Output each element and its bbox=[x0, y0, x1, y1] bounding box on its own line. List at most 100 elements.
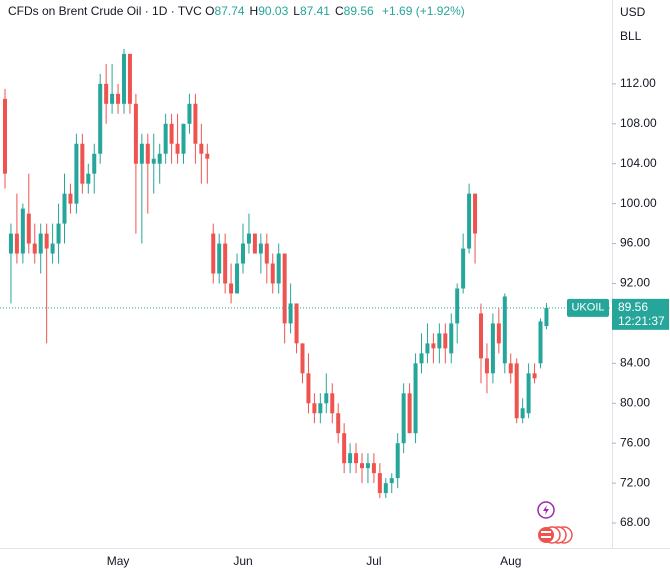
y-tick-label: 100.00 bbox=[620, 196, 657, 210]
candle-body bbox=[92, 153, 97, 174]
candle-body bbox=[276, 253, 281, 284]
x-tick-label: May bbox=[107, 554, 130, 568]
symbol-title: CFDs on Brent Crude Oil · 1D · TVC bbox=[8, 4, 202, 18]
candle-body bbox=[151, 158, 156, 164]
candle-body bbox=[490, 323, 495, 374]
x-tick-label: Aug bbox=[500, 554, 521, 568]
candle-body bbox=[348, 453, 353, 464]
candle-body bbox=[163, 123, 168, 154]
candle-body bbox=[300, 343, 305, 374]
flag-icon[interactable] bbox=[538, 527, 554, 543]
candle-body bbox=[342, 433, 347, 464]
y-tick-label: 84.00 bbox=[620, 356, 650, 370]
candle-body bbox=[175, 143, 180, 154]
candle-body bbox=[104, 83, 109, 104]
candle-body bbox=[389, 478, 394, 484]
candle-body bbox=[461, 248, 466, 289]
candle-body bbox=[336, 413, 341, 434]
candle-body bbox=[360, 463, 364, 469]
candle-body bbox=[205, 153, 210, 159]
candle-body bbox=[270, 263, 275, 284]
candle-body bbox=[264, 243, 269, 264]
y-tick-label: 104.00 bbox=[620, 156, 657, 170]
y-tick-label: 96.00 bbox=[620, 236, 650, 250]
symbol-box bbox=[567, 298, 609, 317]
candle-body bbox=[377, 473, 382, 494]
candle-body bbox=[98, 83, 103, 154]
candle-body bbox=[38, 233, 43, 254]
candle-body bbox=[74, 143, 79, 204]
candle-body bbox=[217, 243, 222, 274]
candle-body bbox=[139, 143, 144, 164]
unit: BLL bbox=[620, 29, 642, 43]
candle-body bbox=[187, 103, 192, 124]
candle-body bbox=[8, 233, 13, 254]
ohlc-values: O87.74 H90.03 L87.41 C89.56 bbox=[205, 4, 379, 18]
candle-body bbox=[127, 53, 132, 104]
candle-body bbox=[44, 233, 49, 249]
ohlc-value: 87.41 bbox=[299, 4, 330, 18]
candle-body bbox=[496, 323, 501, 344]
candle-body bbox=[169, 123, 174, 144]
ohlc-value: 87.74 bbox=[214, 4, 245, 18]
symbol-label: UKOIL bbox=[571, 302, 604, 314]
candle-body bbox=[133, 103, 138, 164]
candle-body bbox=[532, 373, 537, 379]
candle-body bbox=[282, 253, 287, 324]
y-tick-label: 80.00 bbox=[620, 395, 650, 409]
candle-body bbox=[437, 333, 442, 349]
candle-body bbox=[312, 403, 317, 414]
candle-body bbox=[252, 233, 257, 254]
candle-body bbox=[443, 333, 448, 349]
y-tick-label: 68.00 bbox=[620, 515, 650, 529]
candle-body bbox=[455, 288, 460, 324]
candle-body bbox=[538, 321, 543, 364]
legend: CFDs on Brent Crude Oil · 1D · TVC O87.7… bbox=[8, 4, 470, 18]
candle-body bbox=[199, 143, 204, 154]
candle-body bbox=[401, 393, 406, 444]
candle-body bbox=[449, 323, 454, 354]
candle-body bbox=[514, 363, 519, 419]
candle-body bbox=[371, 463, 376, 474]
candle-body bbox=[56, 223, 61, 244]
candle-body bbox=[354, 453, 359, 464]
y-tick-label: 72.00 bbox=[620, 475, 650, 489]
ohlc-value: 89.56 bbox=[343, 4, 374, 18]
change: +1.69 (+1.92%) bbox=[382, 4, 465, 18]
candle-body bbox=[68, 193, 73, 204]
candle-body bbox=[365, 463, 370, 469]
candle-body bbox=[407, 393, 412, 434]
y-tick-label: 76.00 bbox=[620, 435, 650, 449]
candle-body bbox=[20, 208, 25, 254]
candle-body bbox=[193, 103, 198, 144]
countdown-label: 12:21:37 bbox=[618, 314, 665, 328]
candle-body bbox=[383, 483, 388, 494]
ohlc-value: 90.03 bbox=[258, 4, 289, 18]
candle-body bbox=[157, 153, 162, 164]
y-tick-label: 92.00 bbox=[620, 276, 650, 290]
candle-body bbox=[419, 353, 424, 364]
candle-body bbox=[26, 213, 31, 244]
candle-body bbox=[14, 233, 19, 254]
candle-body bbox=[50, 243, 55, 254]
candle-body bbox=[484, 358, 489, 374]
candle-body bbox=[211, 233, 216, 274]
candle-body bbox=[413, 363, 418, 434]
currency: USD bbox=[620, 5, 646, 19]
flag-stripe bbox=[541, 536, 551, 538]
candle-body bbox=[235, 263, 240, 294]
candle-body bbox=[431, 343, 436, 349]
candle-body bbox=[324, 393, 329, 404]
candle-body bbox=[294, 303, 299, 344]
ohlc-key: O bbox=[205, 4, 215, 18]
candle-body bbox=[110, 93, 115, 104]
y-tick-label: 108.00 bbox=[620, 116, 657, 130]
candle-body bbox=[330, 393, 335, 414]
candle-body bbox=[318, 403, 323, 414]
candle-body bbox=[258, 243, 263, 254]
candle-body bbox=[223, 243, 228, 284]
ohlc-key: H bbox=[249, 4, 259, 18]
candle-body bbox=[502, 296, 507, 364]
